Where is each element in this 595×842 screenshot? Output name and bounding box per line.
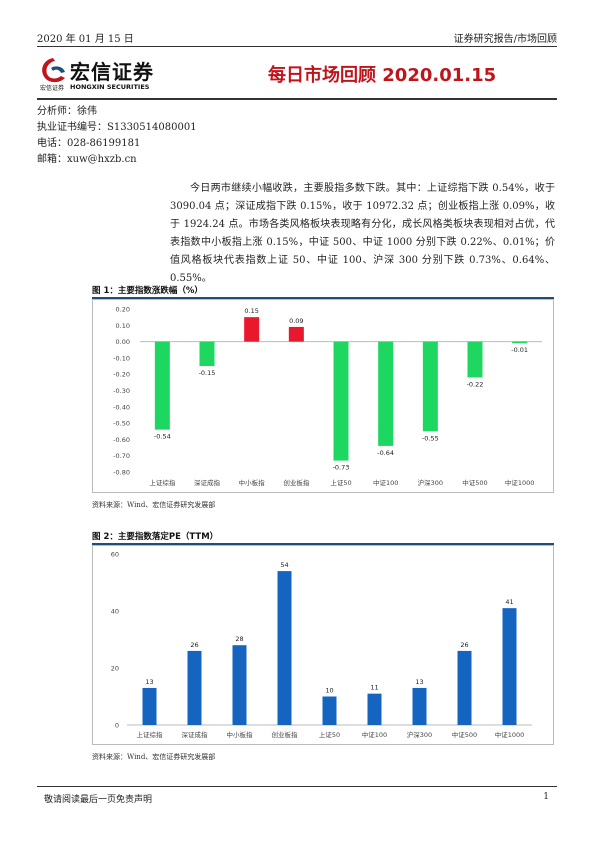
chart2-x-tick-label: 中证500: [452, 730, 477, 739]
chart1-data-label: -0.55: [422, 434, 439, 442]
chart2-x-tick-label: 上证综指: [137, 730, 164, 739]
chart1-bar: [199, 341, 215, 367]
chart1-y-tick-label: -0.10: [113, 354, 130, 362]
chart2-source: 资料来源：Wind、宏信证券研究发展部: [92, 753, 216, 761]
chart1-x-tick-label: 沪深300: [418, 478, 443, 487]
page-title: 每日市场回顾 2020.01.15: [268, 65, 497, 86]
chart1-y-tick-label: -0.40: [113, 403, 130, 411]
chart2-bar: [322, 696, 337, 725]
chart1-data-label: -0.15: [199, 369, 216, 377]
chart2-x-tick-label: 深证成指: [182, 730, 209, 739]
chart1-x-tick-label: 创业板指: [283, 478, 310, 487]
chart1-x-tick-label: 中证100: [373, 478, 398, 487]
chart2-y-tick-label: 20: [111, 665, 119, 673]
chart2-bar: [367, 693, 382, 725]
chart1-y-tick-label: -0.60: [113, 436, 130, 444]
phone: 电话：028-86199181: [37, 138, 141, 149]
chart1-y-tick-label: -0.50: [113, 420, 130, 428]
logo-text-en: HONGXIN SECURITIES: [70, 83, 150, 91]
chart2-y-tick-label: 0: [115, 722, 119, 730]
chart1-x-tick-label: 深证成指: [194, 478, 221, 487]
chart2-x-tick-label: 创业板指: [272, 730, 299, 739]
chart2-data-label: 28: [235, 635, 243, 643]
chart2-data-label: 13: [415, 678, 423, 686]
email: 邮箱：xuw@hxzb.cn: [37, 154, 137, 165]
header-rule: [37, 46, 557, 47]
chart1-y-tick-label: 0.10: [116, 322, 130, 330]
chart1-bar: [512, 341, 528, 344]
chart1-y-tick-label: 0.00: [116, 338, 130, 346]
chart1-bar: [244, 317, 260, 342]
report-type: 证券研究报告/市场回顾: [453, 34, 557, 45]
chart1-y-tick-label: 0.20: [116, 306, 130, 314]
chart1-source: 资料来源：Wind、宏信证券研究发展部: [92, 501, 216, 509]
analyst-name: 分析师：徐伟: [37, 106, 97, 117]
chart2-bar: [232, 645, 247, 725]
index-pe-chart: 60 40 20 0 13 上证综指 26 深证成指 28 中小板指 54 创业板指 10 上证50 11 中…: [92, 545, 554, 745]
logo-text-cn: 宏信证券: [70, 60, 154, 84]
chart2-data-label: 54: [280, 561, 288, 569]
chart2-data-label: 26: [460, 641, 468, 649]
chart1-x-tick-label: 上证综指: [149, 478, 176, 487]
chart2-bar: [412, 687, 427, 725]
chart1-bar: [288, 326, 304, 342]
chart1-data-label: 0.15: [244, 307, 258, 315]
chart2-title-rule: [92, 543, 554, 545]
summary-text: 今日两市继续小幅收跌，主要股指多数下跌。其中：上证综指下跌 0.54%，收于 3…: [170, 183, 555, 284]
chart1-title: 图 1：主要指数涨跌幅（%）: [92, 286, 203, 296]
index-change-chart: 0.20 0.10 0.00 -0.10 -0.20 -0.30 -0.40 -0.50 -0.…: [92, 299, 554, 493]
chart1-bar: [467, 341, 483, 378]
chart2-x-tick-label: 中证1000: [495, 730, 525, 739]
chart1-x-tick-label: 中小板指: [239, 478, 266, 487]
chart2-frame: [92, 545, 554, 745]
chart2-data-label: 11: [370, 684, 378, 692]
chart1-y-tick-label: -0.30: [113, 387, 130, 395]
chart1-y-tick-label: -0.80: [113, 469, 130, 477]
chart2-x-tick-label: 中证100: [362, 730, 387, 739]
logo-text-small: 宏信证券: [40, 85, 65, 92]
chart1-bar: [422, 341, 438, 432]
chart2-bar: [142, 687, 157, 725]
chart2-x-tick-label: 中小板指: [227, 730, 254, 739]
chart1-y-tick-label: -0.70: [113, 452, 130, 460]
report-date: 2020 年 01 月 15 日: [37, 34, 134, 45]
chart2-data-label: 10: [325, 687, 333, 695]
logo-mark-icon: [42, 58, 65, 83]
chart2-y-tick-label: 40: [111, 608, 119, 616]
chart1-data-label: -0.01: [511, 346, 528, 354]
chart1-bar: [333, 341, 349, 461]
chart2-bar: [187, 650, 202, 725]
chart2-data-label: 13: [145, 678, 153, 686]
market-summary: 今日两市继续小幅收跌，主要股指多数下跌。其中：上证综指下跌 0.54%，收于 3…: [170, 180, 555, 288]
chart2-data-label: 26: [190, 641, 198, 649]
title-rule: [37, 98, 557, 100]
chart2-bar: [457, 650, 472, 725]
chart1-x-tick-label: 中证500: [462, 478, 487, 487]
footer-rule: [37, 786, 557, 787]
chart2-y-tick-label: 60: [111, 551, 119, 559]
chart1-title-rule: [92, 297, 554, 299]
chart2-data-label: 41: [505, 598, 513, 606]
chart2-bar: [277, 571, 292, 725]
chart1-frame: [92, 299, 554, 493]
chart1-data-label: -0.64: [377, 449, 394, 457]
chart2-x-tick-label: 上证50: [319, 730, 340, 739]
chart2-bar: [502, 608, 517, 725]
chart1-data-label: -0.73: [333, 464, 350, 472]
disclaimer-note: 敬请阅读最后一页免责声明: [44, 795, 153, 805]
chart1-x-tick-label: 上证50: [330, 478, 351, 487]
license-number: 执业证书编号：S1330514080001: [37, 122, 197, 133]
page-number: 1: [543, 792, 549, 802]
chart1-data-label: -0.54: [154, 433, 171, 441]
chart1-data-label: -0.22: [467, 380, 484, 388]
chart2-x-tick-label: 沪深300: [407, 730, 432, 739]
chart1-bar: [154, 341, 170, 430]
chart2-title: 图 2：主要指数落定PE（TTM）: [92, 532, 219, 542]
chart1-y-tick-label: -0.20: [113, 371, 130, 379]
chart1-x-tick-label: 中证1000: [505, 478, 535, 487]
chart1-data-label: 0.09: [289, 317, 303, 325]
chart1-bar: [378, 341, 394, 446]
company-logo: [42, 58, 65, 83]
